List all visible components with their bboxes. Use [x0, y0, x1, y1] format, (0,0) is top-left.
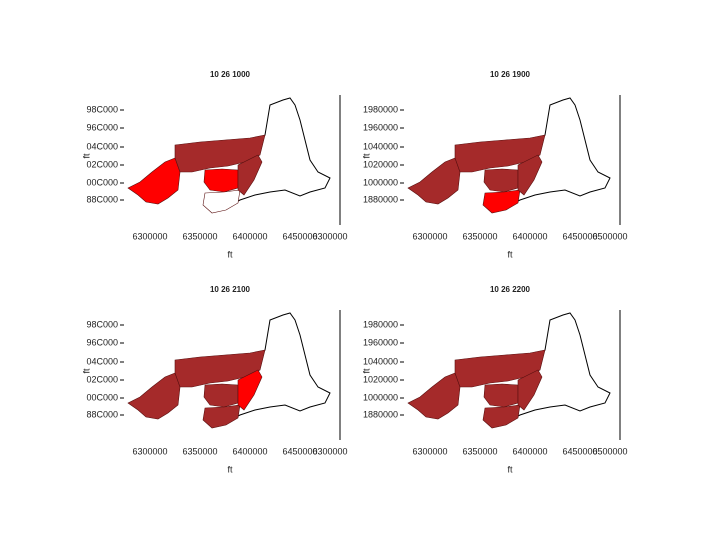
map-region [517, 369, 543, 411]
y-tick-label: 00C000 [86, 392, 118, 402]
y-tick-label: 88C000 [86, 409, 118, 419]
x-tick-label: 6450000 [282, 231, 317, 241]
x-tick-label: 6500000 [592, 446, 627, 456]
y-tick-label: 98C000 [86, 104, 118, 114]
map-panel: 10 26 2100 98C000 96C000 04C000 02C000 00C000… [81, 285, 347, 474]
y-tick-label: 1040000 [363, 141, 398, 151]
y-tick-label: 88C000 [86, 194, 118, 204]
y-axis-label: ft [81, 153, 91, 159]
y-tick-label: 1040000 [363, 356, 398, 366]
y-tick-label: 1980000 [363, 104, 398, 114]
y-tick-label: 1020000 [363, 374, 398, 384]
map-region [407, 157, 461, 205]
panel-title: 10 26 2200 [490, 285, 531, 294]
x-tick-label: 6350000 [182, 231, 217, 241]
map-region [483, 383, 519, 408]
x-tick-label: 6350000 [462, 446, 497, 456]
map-region [517, 154, 543, 196]
panel-title: 10 26 2100 [210, 285, 251, 294]
x-tick-label: 6400000 [512, 446, 547, 456]
panel-title: 10 26 1000 [210, 70, 251, 79]
map-region [127, 157, 181, 205]
y-tick-label: 96C000 [86, 337, 118, 347]
map-region [482, 404, 521, 429]
map-panel: 10 26 1900 1980000 1960000 1040000 1020000 10… [361, 70, 627, 259]
x-tick-label: 6300000 [312, 231, 347, 241]
y-tick-label: 02C000 [86, 159, 118, 169]
y-tick-label: 1960000 [363, 337, 398, 347]
x-tick-label: 6300000 [132, 446, 167, 456]
map-region [202, 189, 241, 214]
y-tick-label: 1960000 [363, 122, 398, 132]
y-tick-label: 98C000 [86, 319, 118, 329]
y-tick-label: 04C000 [86, 356, 118, 366]
x-tick-label: 6400000 [232, 446, 267, 456]
y-tick-label: 04C000 [86, 141, 118, 151]
map-region [482, 189, 521, 214]
map-panel: 10 26 1000 98C000 96C000 04C000 02C000 00C000… [81, 70, 347, 259]
x-tick-label: 6450000 [562, 231, 597, 241]
y-axis-label: ft [81, 368, 91, 374]
x-axis-label: ft [227, 249, 233, 259]
y-tick-label: 02C000 [86, 374, 118, 384]
map-region [237, 369, 263, 411]
map-region [127, 372, 181, 420]
x-axis-label: ft [227, 464, 233, 474]
map-region [203, 168, 239, 193]
x-tick-label: 6300000 [412, 231, 447, 241]
y-axis-label: ft [361, 153, 371, 159]
y-axis-label: ft [361, 368, 371, 374]
map-panel: 10 26 2200 1980000 1960000 1040000 1020000 10… [361, 285, 627, 474]
x-tick-label: 6300000 [412, 446, 447, 456]
x-axis-label: ft [507, 464, 513, 474]
x-tick-label: 6400000 [512, 231, 547, 241]
x-tick-label: 6350000 [182, 446, 217, 456]
x-tick-label: 6300000 [312, 446, 347, 456]
x-tick-label: 6450000 [282, 446, 317, 456]
x-axis-label: ft [507, 249, 513, 259]
x-tick-label: 6450000 [562, 446, 597, 456]
x-tick-label: 6300000 [132, 231, 167, 241]
map-region [202, 404, 241, 429]
y-tick-label: 00C000 [86, 177, 118, 187]
x-tick-label: 6350000 [462, 231, 497, 241]
y-tick-label: 1980000 [363, 319, 398, 329]
map-region [483, 168, 519, 193]
panel-title: 10 26 1900 [490, 70, 531, 79]
y-tick-label: 1000000 [363, 177, 398, 187]
x-tick-label: 6400000 [232, 231, 267, 241]
y-tick-label: 1880000 [363, 194, 398, 204]
map-region [237, 154, 263, 196]
y-tick-label: 1020000 [363, 159, 398, 169]
y-tick-label: 1000000 [363, 392, 398, 402]
x-tick-label: 6500000 [592, 231, 627, 241]
map-region [407, 372, 461, 420]
map-region [203, 383, 239, 408]
y-tick-label: 96C000 [86, 122, 118, 132]
y-tick-label: 1880000 [363, 409, 398, 419]
